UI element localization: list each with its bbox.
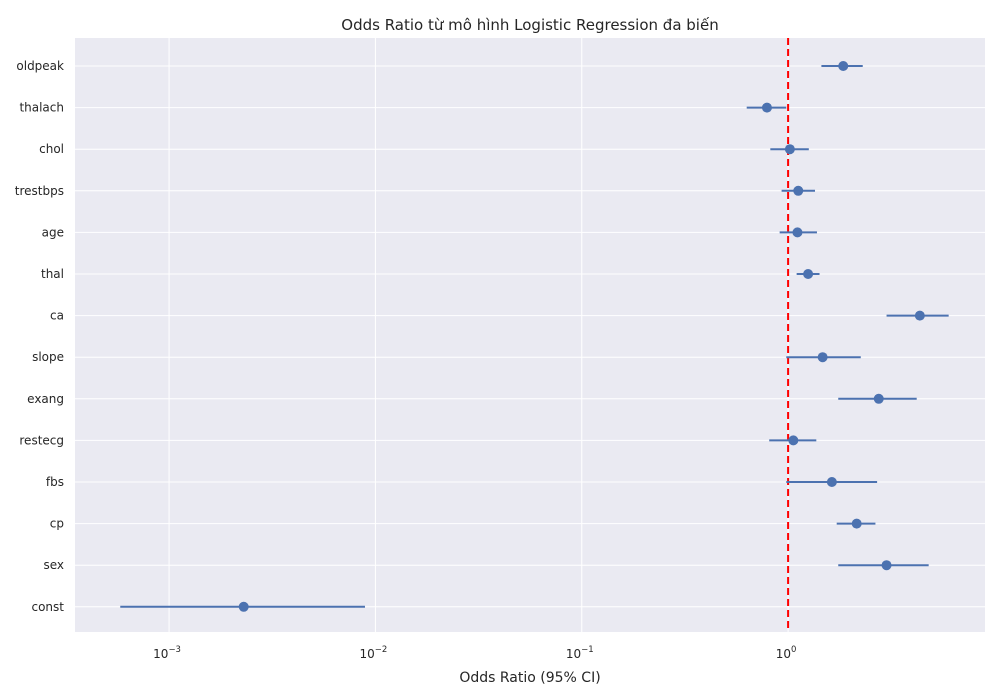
y-tick-label: oldpeak [16,59,64,73]
y-tick-labels: oldpeak thalach chol trestbps age thal ca slope… [15,59,64,614]
y-tick-label: fbs [46,475,64,489]
y-tick-label: chol [39,142,64,156]
y-tick-label: thalach [19,101,64,115]
point-slope [817,352,828,363]
y-tick-label: cp [50,517,64,531]
point-oldpeak [838,61,849,71]
point-ca [914,310,925,321]
data-series [120,61,949,612]
point-fbs [826,477,837,487]
y-tick-label: slope [32,350,64,364]
y-tick-label: trestbps [15,184,64,198]
point-chol [784,144,795,155]
y-tick-label: restecg [19,433,64,447]
point-cp [851,518,862,529]
point-thalach [761,102,772,113]
point-trestbps [793,185,804,196]
grid [75,38,985,632]
y-tick-label: sex [43,558,64,572]
y-tick-label: age [42,225,64,239]
x-tick-label: 10−2 [360,645,388,661]
point-age [792,227,803,238]
point-restecg [788,435,799,446]
y-tick-label: exang [27,392,64,406]
point-sex [881,560,892,571]
x-tick-label: 10−3 [153,645,181,661]
point-thal [803,269,814,279]
x-tick-label: 100 [776,645,797,661]
point-exang [873,393,884,404]
y-tick-label: thal [41,267,64,281]
x-axis-label: Odds Ratio (95% CI) [459,670,600,686]
y-tick-label: ca [50,309,64,323]
x-tick-labels: 10−3 10−2 10−1 100 [153,645,796,661]
x-tick-label: 10−1 [566,645,594,661]
point-const [238,601,249,612]
chart-title: Odds Ratio từ mô hình Logistic Regressio… [341,16,718,34]
plot-background [75,38,985,632]
y-tick-label: const [31,600,64,614]
